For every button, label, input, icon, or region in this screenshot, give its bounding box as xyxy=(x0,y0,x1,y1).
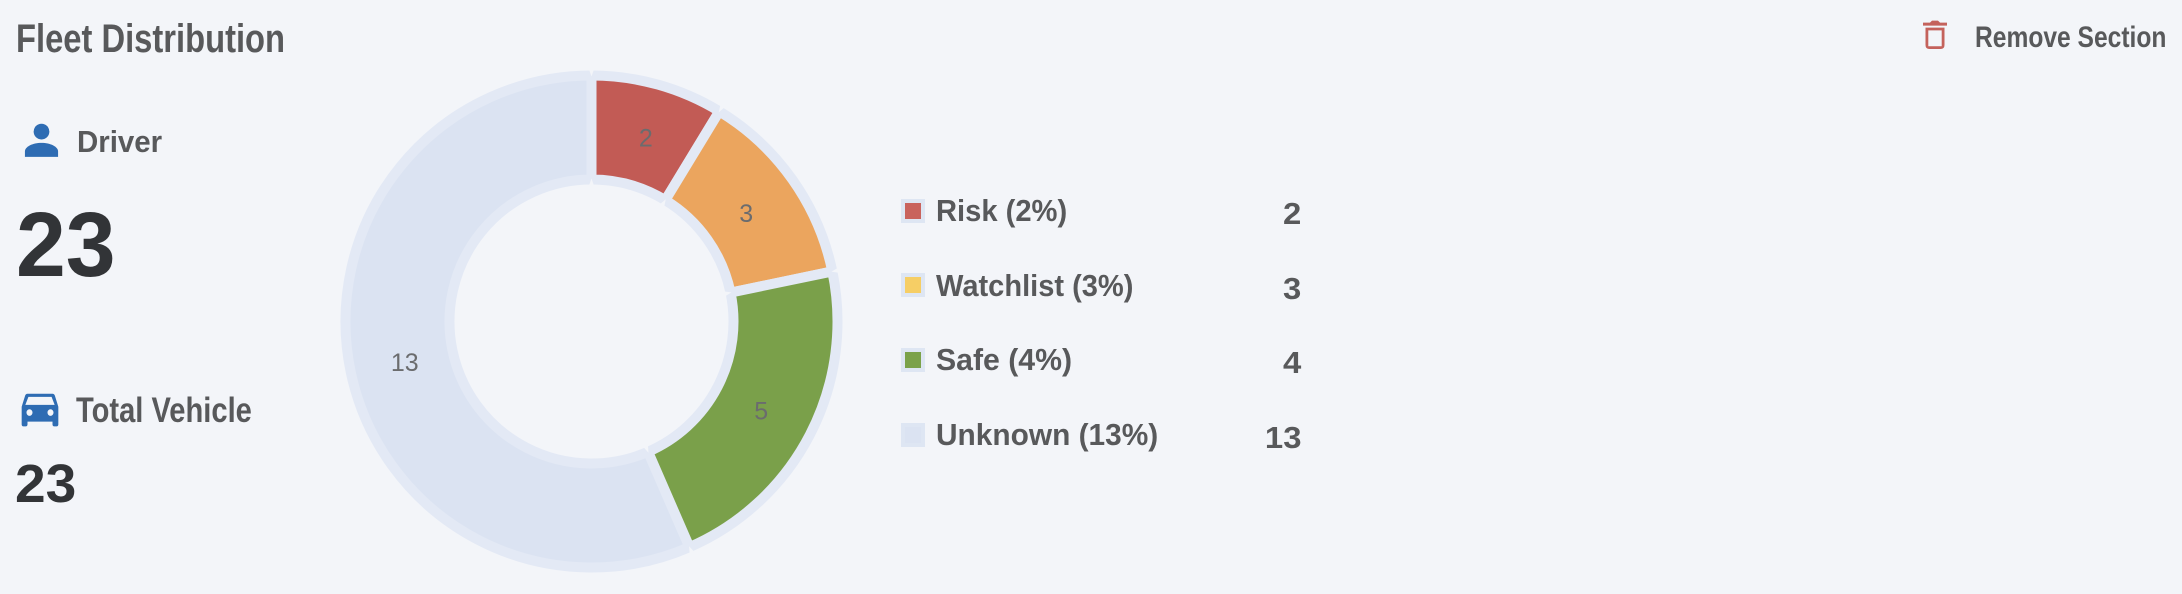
svg-text:13: 13 xyxy=(391,349,419,377)
svg-text:5: 5 xyxy=(754,398,768,426)
svg-text:3: 3 xyxy=(739,200,753,228)
svg-text:2: 2 xyxy=(639,125,653,153)
